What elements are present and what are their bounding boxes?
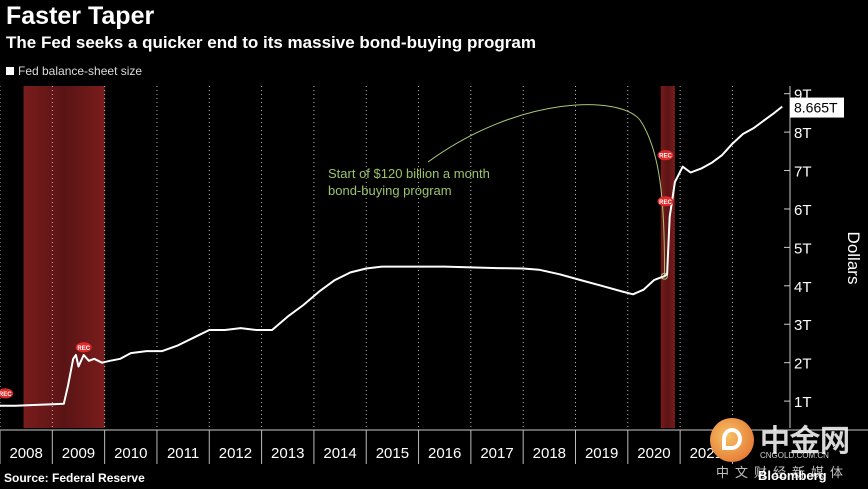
- x-tick-label: 2018: [533, 445, 566, 462]
- chart-title: Faster Taper: [6, 2, 155, 30]
- recession-marker: REC: [75, 342, 92, 353]
- recession-marker-badge: [657, 196, 674, 207]
- x-tick-label: 2017: [480, 445, 513, 462]
- x-tick-label: 2014: [323, 445, 356, 462]
- series: 8.665T: [0, 97, 844, 407]
- last-value-text: 8.665T: [794, 100, 838, 116]
- recession-marker-badge: [75, 342, 92, 353]
- x-tick-label: 2010: [114, 445, 147, 462]
- watermark-url: CNGOLD.COM.CN: [760, 451, 829, 460]
- y-tick-label: 5T: [794, 240, 812, 257]
- y-tick-label: 1T: [794, 394, 812, 411]
- x-tick-label: 2016: [428, 445, 461, 462]
- x-tick-label: 2012: [219, 445, 252, 462]
- x-tick-label: 2020: [637, 445, 670, 462]
- y-tick-label: 3T: [794, 317, 812, 334]
- annotation-text-line2: bond-buying program: [328, 183, 452, 198]
- recession-marker-badge: [0, 388, 14, 399]
- recession-band: [23, 86, 105, 428]
- source-note: Source: Federal Reserve: [4, 471, 145, 485]
- last-value-label: 8.665T: [790, 97, 844, 118]
- series-line: [0, 105, 783, 407]
- recession-marker-badge: [657, 150, 674, 161]
- annotations: Start of $120 billion a month bond-buying…: [328, 104, 668, 280]
- recession-marker-label: REC: [0, 392, 12, 398]
- y-tick-label: 2T: [794, 356, 812, 373]
- recession-bands: [23, 86, 675, 428]
- grid: [0, 86, 733, 428]
- watermark-logo-icon: [710, 418, 754, 462]
- recession-marker-label: REC: [659, 154, 672, 160]
- brand-logo: Bloomberg: [758, 468, 827, 483]
- x-tick-label: 2015: [376, 445, 409, 462]
- x-tick-label: 2009: [62, 445, 95, 462]
- legend: Fed balance-sheet size: [6, 64, 142, 78]
- y-axis-label: Dollars: [844, 232, 863, 285]
- last-value-box: [790, 97, 844, 118]
- y-tick-label: 8T: [794, 125, 812, 142]
- recession-marker-label: REC: [77, 346, 90, 352]
- recession-markers: REC REC REC REC: [0, 150, 674, 399]
- y-tick-label: 4T: [794, 279, 812, 296]
- y-tick-label: 6T: [794, 202, 812, 219]
- recession-marker-label: REC: [659, 200, 672, 206]
- x-tick-label: 2008: [9, 445, 42, 462]
- x-tick-label: 2011: [167, 445, 199, 462]
- legend-label: Fed balance-sheet size: [18, 64, 143, 78]
- y-tick-label: 7T: [794, 164, 812, 181]
- watermark: 中金网 CNGOLD.COM.CN 中文财经新媒体: [708, 416, 863, 486]
- annotation-line: [427, 104, 665, 277]
- legend-swatch: [6, 67, 14, 75]
- watermark-name: 中金网: [760, 424, 850, 459]
- recession-marker: REC: [657, 150, 674, 161]
- recession-marker: REC: [657, 196, 674, 207]
- recession-marker: REC: [0, 388, 14, 399]
- annotation-point: [660, 272, 668, 280]
- x-tick-label: 2013: [271, 445, 304, 462]
- chart-subtitle: The Fed seeks a quicker end to its massi…: [6, 33, 536, 52]
- watermark-tagline: 中文财经新媒体: [716, 466, 850, 481]
- annotation-text-line1: Start of $120 billion a month: [328, 166, 490, 181]
- x-tick-label: 2019: [585, 445, 618, 462]
